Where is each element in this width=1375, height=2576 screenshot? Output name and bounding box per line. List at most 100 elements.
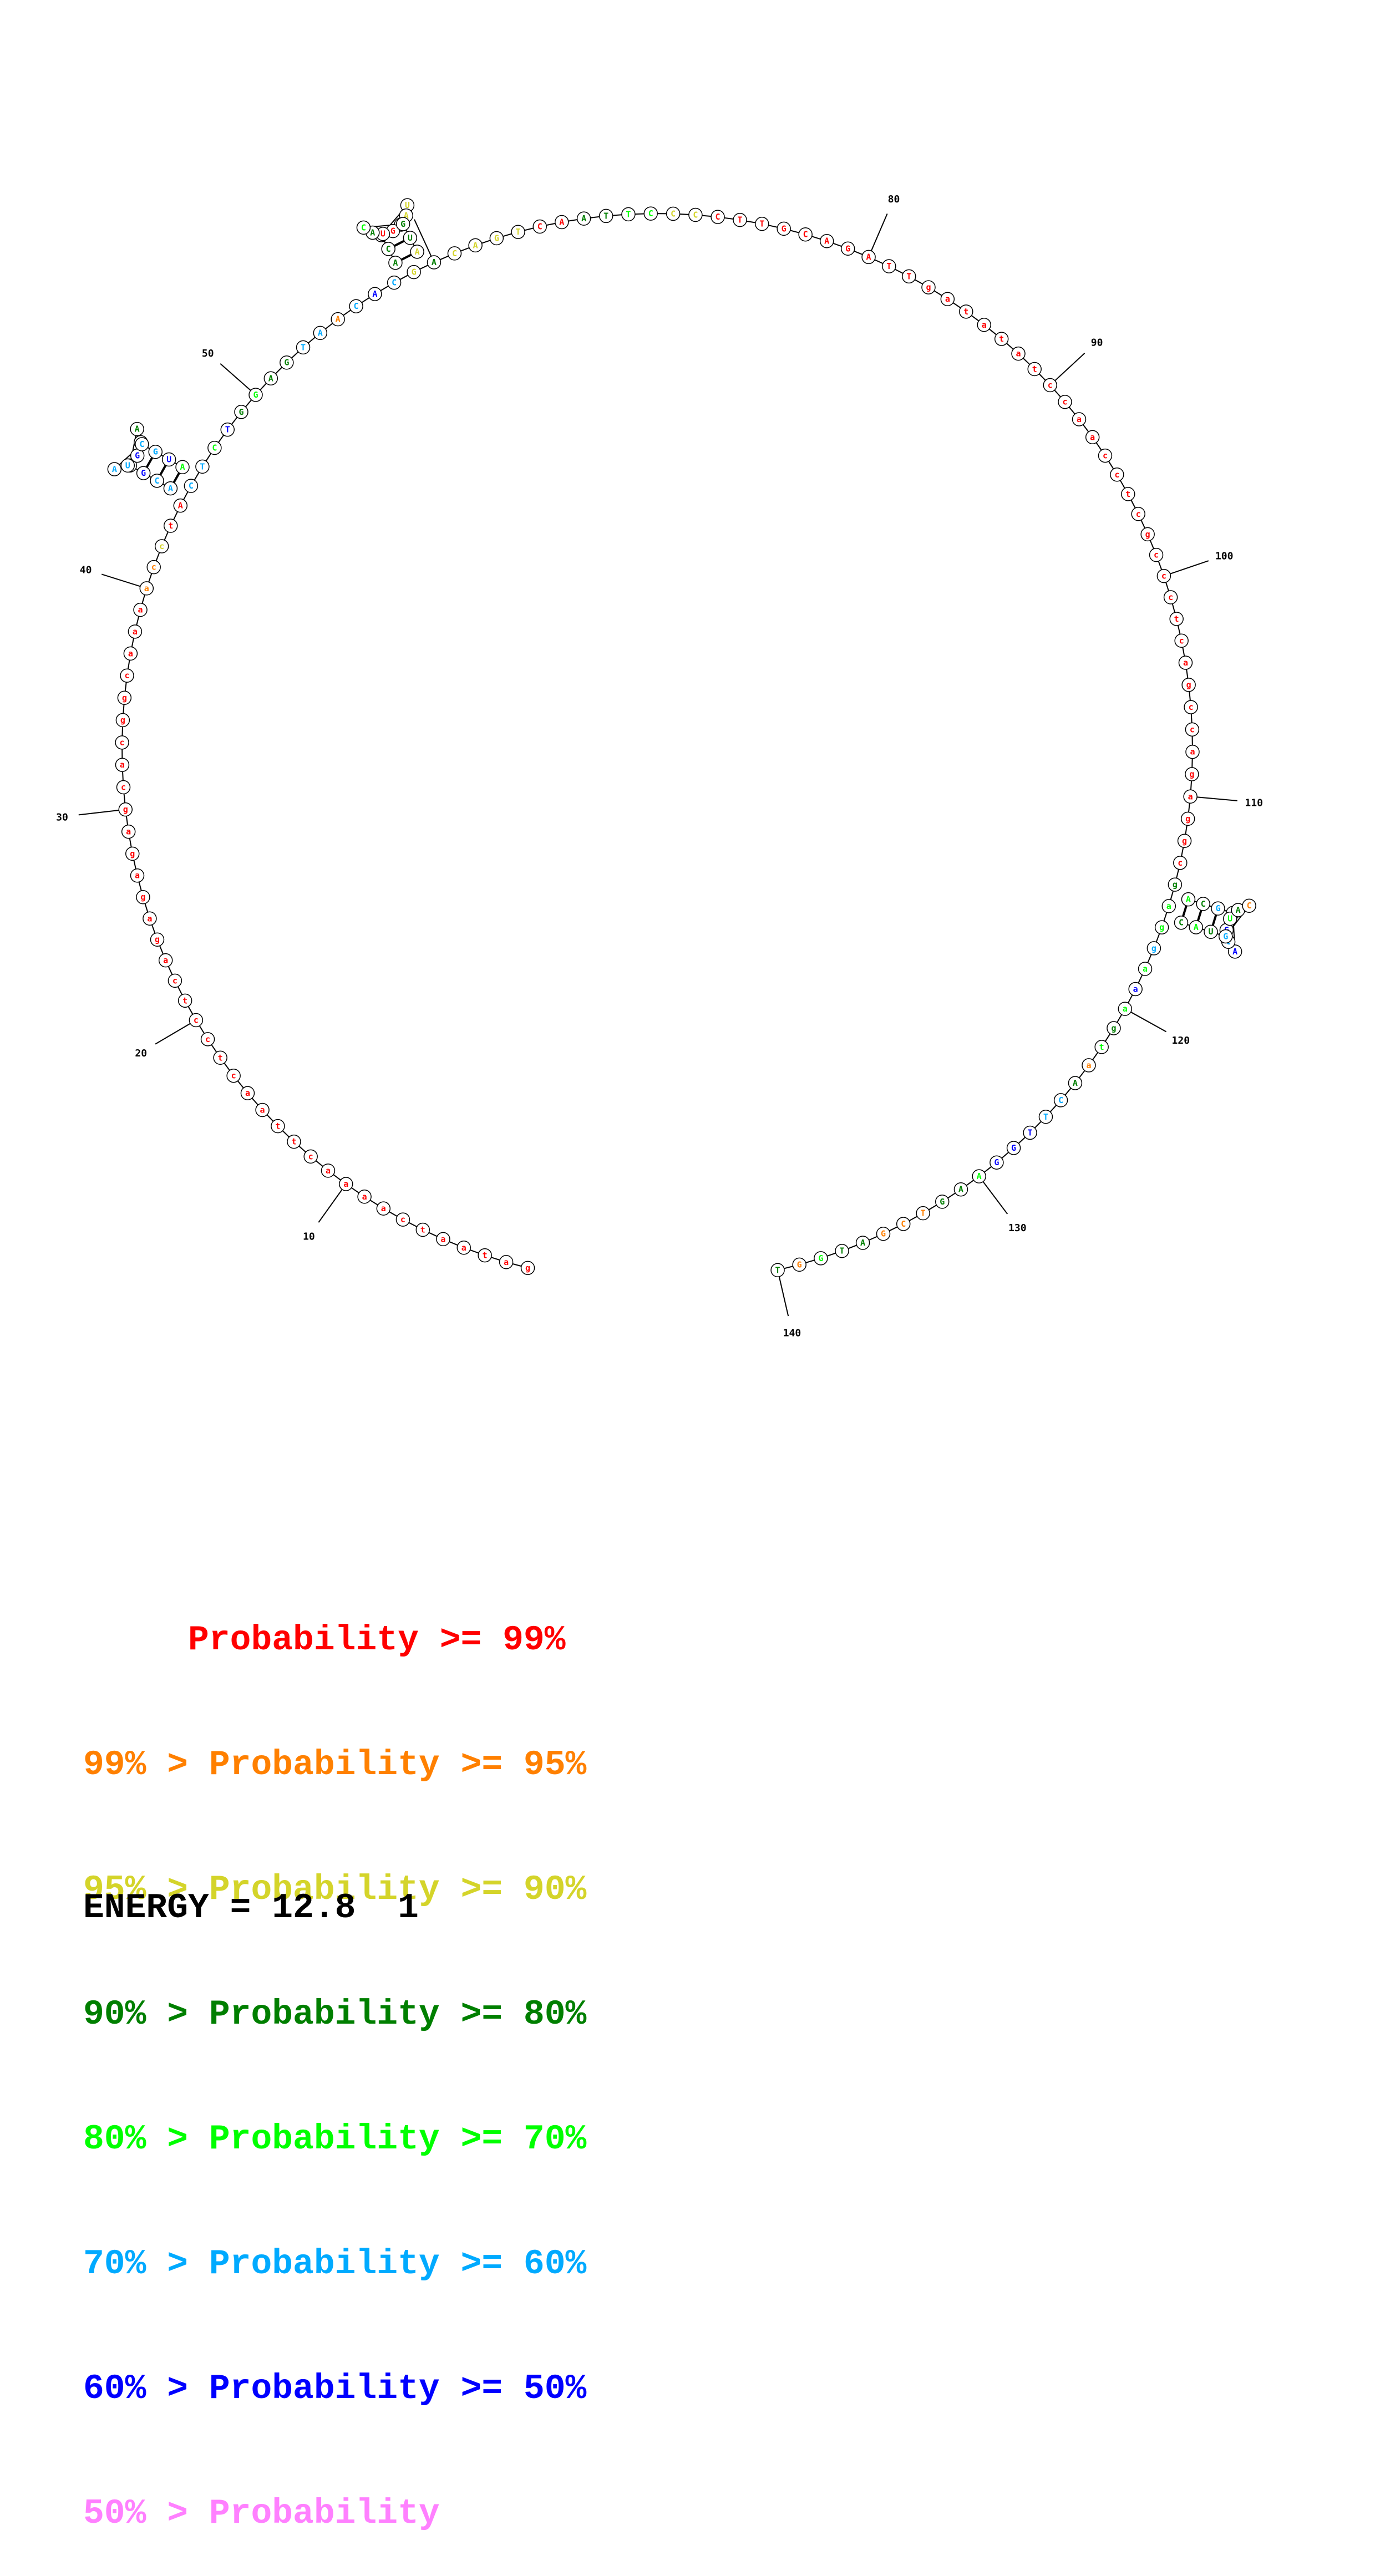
nucleotide-letter: G [135, 451, 140, 461]
nucleotide: a [1139, 962, 1152, 975]
nucleotide-letter: C [139, 439, 144, 449]
nucleotide-letter: G [845, 243, 850, 253]
position-label: 50 [202, 348, 214, 359]
legend-row: Probability >= 99% [83, 1619, 586, 1661]
legend-row: 50% > Probability [83, 2493, 586, 2534]
nucleotide-letter: C [1247, 901, 1252, 911]
nucleotide-letter: C [212, 443, 217, 453]
legend-row: 70% > Probability >= 60% [83, 2243, 586, 2285]
nucleotide-letter: c [231, 1071, 236, 1081]
position-label: 120 [1172, 1035, 1190, 1046]
nucleotide: c [117, 780, 130, 794]
nucleotide: t [995, 332, 1008, 346]
nucleotide: c [189, 1014, 202, 1027]
nucleotide: C [388, 276, 401, 289]
nucleotide: C [533, 220, 546, 233]
nucleotide: a [500, 1256, 513, 1269]
nucleotide-letter: A [432, 257, 437, 267]
legend-row: 90% > Probability >= 80% [83, 1994, 586, 2035]
nucleotide-letter: g [123, 805, 128, 815]
nucleotide: g [1185, 768, 1199, 781]
nucleotide: G [235, 405, 248, 419]
nucleotide-letter: c [1136, 509, 1141, 519]
nucleotide: c [1174, 856, 1187, 870]
nucleotide: g [136, 891, 150, 904]
nucleotide: t [1028, 363, 1041, 376]
nucleotide: c [1185, 723, 1199, 736]
nucleotide-letter: A [318, 328, 323, 338]
nucleotide-letter: c [159, 541, 164, 551]
nucleotide: c [1058, 395, 1072, 409]
nucleotide: T [835, 1244, 849, 1258]
nucleotide: C [897, 1217, 910, 1231]
nucleotide: T [733, 214, 747, 227]
nucleotide-letter: A [1194, 922, 1199, 932]
nucleotide: c [1150, 548, 1163, 562]
nucleotide-letter: T [603, 211, 608, 221]
nucleotide: C [184, 479, 197, 492]
nucleotide: A [555, 215, 569, 228]
nucleotide-letter: a [1123, 1004, 1128, 1014]
nucleotide-letter: g [1182, 836, 1187, 846]
nucleotide: c [201, 1033, 215, 1046]
nucleotide: C [382, 242, 395, 256]
nucleotide-letter: c [1062, 397, 1067, 407]
nucleotide-letter: A [372, 289, 377, 299]
nucleotide-letter: g [120, 715, 125, 725]
nucleotide: g [1155, 921, 1169, 934]
nucleotide: A [331, 313, 344, 326]
nucleotide: g [1147, 942, 1160, 955]
nucleotide-letter: c [400, 1215, 405, 1225]
nucleotide-letter: t [1099, 1042, 1104, 1052]
nucleotide-letter: g [1173, 880, 1178, 890]
nucleotide: G [777, 222, 790, 235]
nucleotide: A [389, 256, 402, 270]
nucleotide: g [1182, 678, 1195, 692]
nucleotide-letter: a [120, 760, 125, 770]
nucleotide: g [1168, 878, 1181, 891]
nucleotide-letter: A [977, 1171, 982, 1181]
nucleotide-letter: g [140, 892, 145, 902]
nucleotide: A [174, 499, 187, 512]
nucleotide: g [1181, 812, 1195, 825]
nucleotide-letter: G [153, 447, 158, 457]
nucleotide-letter: c [120, 738, 125, 748]
nucleotide: U [121, 459, 134, 472]
nucleotide-letter: A [860, 1238, 865, 1248]
nucleotide-letter: g [1151, 943, 1156, 953]
energy-label: ENERGY = 12.8 1 [83, 1888, 419, 1928]
nucleotide-letter: A [370, 228, 375, 238]
position-tick [979, 1176, 1007, 1214]
nucleotide-letter: G [940, 1197, 945, 1207]
nucleotide: T [1039, 1110, 1052, 1124]
nucleotide: T [196, 460, 209, 473]
nucleotide: C [357, 221, 370, 234]
nucleotide: a [122, 825, 135, 839]
nucleotide: A [176, 460, 189, 474]
nucleotide-letter: c [121, 782, 126, 792]
nucleotide: a [1012, 347, 1025, 360]
nucleotide-letter: G [494, 233, 499, 243]
nucleotide-letter: C [901, 1219, 906, 1229]
nucleotide-letter: C [354, 301, 359, 311]
nucleotide-letter: t [1032, 364, 1037, 374]
nucleotide-letter: C [693, 210, 698, 220]
nucleotide: G [936, 1195, 949, 1208]
nucleotide-letter: T [1028, 1127, 1033, 1137]
nucleotide-letter: T [906, 271, 911, 281]
nucleotide: c [1132, 507, 1145, 521]
nucleotide-letter: g [926, 282, 931, 292]
nucleotide-letter: U [380, 229, 385, 239]
nucleotide-letter: g [122, 693, 127, 703]
nucleotide-letter: A [958, 1185, 963, 1195]
position-ticks: 1020304050608090100110120130140 [56, 194, 1263, 1339]
nucleotide-letter: C [386, 244, 391, 254]
nucleotide-letter: A [178, 501, 183, 511]
nucleotide: G [397, 217, 410, 231]
nucleotide-letter: c [1048, 380, 1053, 390]
position-label: 140 [783, 1327, 801, 1339]
nucleotide-letter: c [308, 1151, 313, 1161]
nucleotide: C [667, 207, 680, 220]
nucleotide-letter: A [168, 484, 173, 494]
nucleotide: t [960, 305, 973, 318]
